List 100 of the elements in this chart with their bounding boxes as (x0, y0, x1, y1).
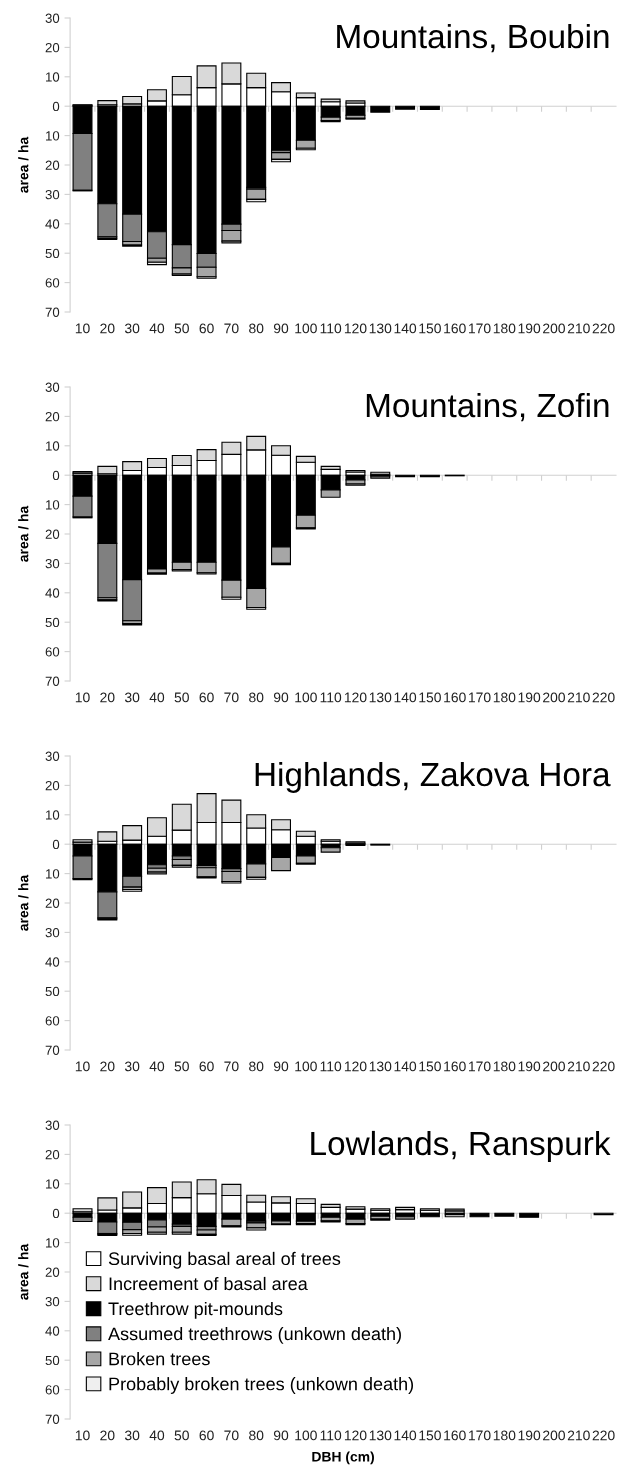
x-tick-label: 110 (320, 1061, 342, 1072)
y-tick-label: 40 (45, 588, 60, 598)
y-tick-label: 10 (46, 1179, 60, 1189)
y-tick-label: 70 (45, 307, 60, 317)
y-tick-label: 20 (45, 1267, 60, 1277)
y-tick-label: 0 (52, 839, 60, 850)
x-tick-label: 170 (468, 323, 491, 334)
y-tick-label: 0 (52, 1208, 60, 1219)
y-tick-label: 30 (45, 382, 60, 392)
y-tick-label: 50 (45, 1355, 60, 1366)
x-tick-label: 80 (249, 323, 264, 334)
x-tick-label: 20 (100, 323, 115, 334)
y-tick-label: 10 (46, 131, 60, 141)
y-tick-label: 20 (45, 42, 60, 53)
x-tick-label: 160 (444, 323, 466, 334)
x-tick-label: 170 (468, 692, 491, 703)
x-tick-label: 90 (273, 323, 289, 334)
chart-title: Lowlands, Ranspurk (311, 1130, 611, 1162)
x-tick-label: 200 (543, 692, 565, 703)
x-tick-label: 160 (444, 1061, 466, 1072)
x-tick-label: 220 (592, 1061, 615, 1072)
x-tick-label: 20 (100, 692, 115, 703)
y-tick-label: 30 (45, 189, 60, 200)
x-tick-label: 10 (75, 1430, 90, 1441)
chart-title: Mountains, Boubin (337, 23, 609, 53)
x-tick-label: 190 (518, 323, 541, 334)
y-axis-title: area / ha (18, 1243, 29, 1300)
y-tick-label: 20 (45, 1149, 60, 1160)
y-tick-label: 40 (45, 957, 60, 967)
legend-label: Probably broken trees (unkown death) (109, 1377, 414, 1394)
x-tick-label: 210 (567, 323, 590, 334)
x-tick-label: 50 (174, 323, 189, 334)
x-tick-label: 50 (174, 692, 189, 703)
legend-label: Surviving basal areal of trees (108, 1251, 341, 1269)
x-tick-label: 150 (419, 323, 441, 334)
x-tick-label: 60 (199, 323, 214, 334)
x-tick-label: 90 (273, 692, 289, 703)
y-tick-label: 20 (45, 411, 60, 422)
x-tick-label: 110 (320, 323, 342, 334)
x-tick-label: 60 (199, 1430, 214, 1441)
y-tick-label: 30 (45, 1296, 60, 1307)
x-tick-label: 190 (518, 1061, 541, 1072)
x-tick-label: 70 (224, 692, 239, 703)
x-tick-label: 160 (444, 692, 466, 703)
x-tick-label: 130 (369, 1061, 392, 1072)
x-tick-label: 40 (149, 692, 165, 703)
x-tick-label: 170 (468, 1061, 491, 1072)
x-tick-label: 200 (543, 1430, 565, 1441)
x-tick-label: 120 (344, 1061, 367, 1072)
x-tick-label: 70 (224, 1430, 239, 1441)
y-tick-label: 70 (45, 1414, 60, 1424)
x-tick-label: 80 (249, 1061, 264, 1072)
y-tick-label: 60 (45, 278, 60, 288)
y-tick-label: 10 (46, 500, 60, 510)
y-tick-label: 70 (45, 676, 60, 686)
x-tick-label: 140 (394, 1061, 417, 1072)
x-tick-label: 210 (567, 1061, 590, 1072)
x-tick-label: 130 (369, 1430, 392, 1441)
y-tick-label: 20 (45, 780, 60, 791)
x-tick-label: 30 (124, 1061, 140, 1072)
x-tick-label: 100 (295, 323, 317, 334)
x-tick-label: 90 (273, 1061, 289, 1072)
y-tick-label: 40 (45, 1326, 60, 1336)
y-tick-label: 50 (45, 248, 60, 259)
y-axis-title: area / ha (18, 874, 29, 931)
y-tick-label: 30 (45, 558, 60, 569)
legend-label: Assumed treethrows (unkown death) (108, 1326, 401, 1344)
x-tick-label: 80 (249, 692, 264, 703)
x-tick-label: 180 (493, 323, 516, 334)
chart-title: Mountains, Zofin (366, 392, 609, 422)
x-tick-label: 220 (592, 692, 615, 703)
legend-label: Broken trees (109, 1352, 210, 1366)
x-tick-label: 140 (394, 323, 417, 334)
y-tick-label: 40 (45, 219, 60, 229)
x-tick-label: 210 (567, 692, 590, 703)
x-tick-label: 100 (295, 1430, 317, 1441)
y-tick-label: 30 (45, 927, 60, 938)
chart-title: Highlands, Zakova Hora (255, 761, 611, 793)
x-axis-title: DBH (cm) (312, 1451, 374, 1465)
x-tick-label: 180 (493, 1061, 516, 1072)
x-tick-label: 100 (295, 692, 317, 703)
y-tick-label: 10 (46, 869, 60, 879)
y-tick-label: 0 (52, 470, 60, 481)
x-tick-label: 200 (543, 323, 565, 334)
y-tick-label: 30 (45, 13, 60, 23)
y-tick-label: 10 (46, 72, 60, 82)
x-tick-label: 60 (199, 1061, 214, 1072)
x-tick-label: 160 (444, 1430, 466, 1441)
x-tick-label: 50 (174, 1430, 189, 1441)
x-tick-label: 140 (394, 1430, 417, 1441)
y-axis-title: area / ha (18, 136, 29, 193)
x-tick-label: 150 (419, 692, 441, 703)
y-tick-label: 50 (45, 617, 60, 628)
x-tick-label: 120 (344, 1430, 367, 1441)
y-tick-label: 20 (45, 898, 60, 908)
x-tick-label: 10 (75, 323, 90, 334)
x-tick-label: 10 (75, 692, 90, 703)
x-tick-label: 200 (543, 1061, 565, 1072)
x-tick-label: 180 (493, 1430, 516, 1441)
x-tick-label: 110 (320, 1430, 342, 1441)
